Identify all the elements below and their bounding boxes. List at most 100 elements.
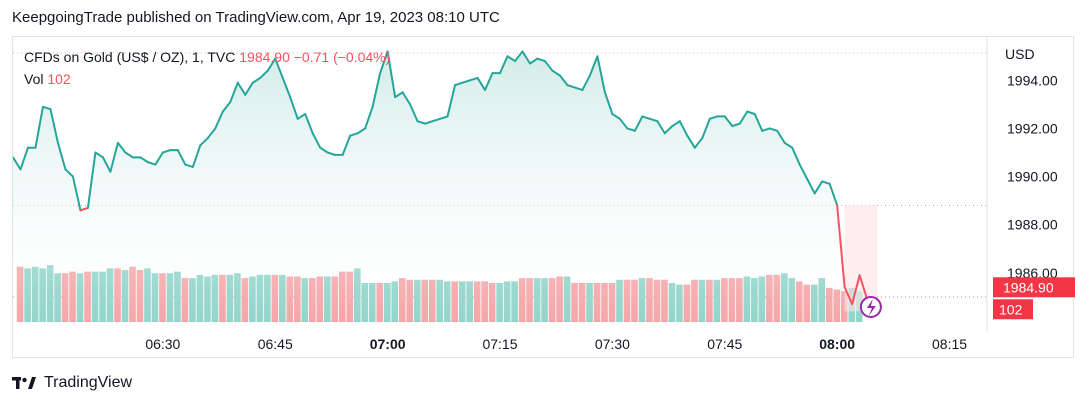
volume-badge: [993, 299, 1033, 320]
price-line-segment: [191, 144, 202, 168]
publisher-line: KeepgoingTrade published on TradingView.…: [12, 9, 500, 26]
legend-volume-row: Vol 102: [24, 71, 71, 87]
price-line-segment: [139, 156, 149, 164]
price-line-segment: [394, 91, 404, 99]
price-line-segment: [761, 127, 771, 132]
price-line-segment: [746, 110, 756, 116]
price-line-segment: [678, 120, 689, 137]
legend-change: −0.71 (−0.04%): [293, 49, 391, 65]
price-line-segment: [184, 163, 194, 168]
price-line-segment: [56, 141, 67, 171]
price-line-segment: [723, 115, 734, 128]
price-line-segment: [116, 141, 127, 154]
price-line-segment: [783, 141, 794, 149]
price-line-segment: [768, 127, 779, 132]
price-line-segment: [581, 74, 591, 91]
price-line-segment: [461, 79, 472, 84]
x-tick-label: 07:15: [482, 336, 517, 352]
volume-badge-text: 102: [999, 301, 1023, 317]
price-line-segment: [596, 55, 606, 94]
legend-vol-label[interactable]: Vol: [24, 71, 44, 87]
price-line-segment: [326, 151, 337, 156]
x-tick-label: 08:00: [819, 336, 855, 352]
price-line-segment: [641, 115, 651, 120]
price-line-segment: [686, 134, 696, 149]
x-tick-label: 06:30: [145, 336, 180, 352]
price-chart[interactable]: USD 1986.00 1988.00 1990.00 1992.00 1994.00 06…: [13, 37, 1075, 359]
price-line-segment: [409, 103, 419, 123]
price-line-segment: [49, 108, 59, 144]
legend-last-price: 1984.90: [239, 49, 290, 65]
price-line-segment: [206, 127, 217, 140]
price-line-segment: [439, 115, 449, 120]
price-line-segment: [79, 206, 89, 212]
price-line-segment: [618, 117, 629, 130]
price-line-segment: [566, 84, 576, 89]
price-line-segment: [251, 76, 262, 84]
price-line-segment: [499, 55, 509, 75]
price-line-segment: [806, 177, 816, 195]
price-line-segment: [633, 115, 644, 132]
price-line-segment: [356, 127, 367, 135]
price-line-segment: [71, 175, 82, 212]
price-line-segment: [154, 151, 164, 166]
price-line-segment: [851, 274, 861, 306]
footer-brand[interactable]: TradingView: [44, 374, 133, 391]
price-line-segment: [506, 55, 516, 63]
y-tick-label: 1992.00: [1007, 120, 1058, 136]
price-line-segment: [611, 113, 621, 120]
price-line-segment: [536, 57, 546, 63]
price-line-segment: [94, 151, 104, 159]
axis-unit-label: USD: [1005, 46, 1035, 62]
price-line-segment: [41, 105, 52, 111]
price-line-segment: [708, 115, 719, 120]
price-line-segment: [86, 151, 97, 209]
price-line-segment: [843, 286, 854, 306]
price-line-segment: [701, 117, 711, 140]
price-line-segment: [319, 146, 329, 154]
price-line-segment: [573, 86, 584, 91]
price-line-segment: [259, 69, 269, 79]
y-tick-label: 1986.00: [1007, 265, 1058, 281]
legend-symbol[interactable]: CFDs on Gold (US$ / OZ), 1, TVC: [24, 49, 236, 65]
price-line-segment: [469, 76, 479, 82]
price-line-segment: [281, 76, 292, 99]
lightning-bolt-icon: [866, 299, 876, 316]
price-line-segment: [484, 72, 494, 91]
last-price-badge-text: 1984.90: [1003, 279, 1054, 295]
tradingview-logo-icon[interactable]: [12, 375, 38, 391]
price-line-segment: [626, 127, 636, 132]
price-area: [13, 51, 868, 334]
price-line-segment: [558, 74, 569, 87]
price-line-segment: [603, 91, 614, 116]
price-line-segment: [648, 117, 659, 123]
x-tick-label: 07:00: [370, 336, 406, 352]
price-line-segment: [521, 50, 531, 65]
price-line-segment: [229, 81, 239, 103]
price-line-segment: [379, 50, 389, 75]
price-line-segment: [776, 129, 786, 144]
last-price-badge: [993, 277, 1075, 298]
price-line-segment: [341, 134, 352, 156]
price-line-segment: [221, 100, 232, 113]
price-line-segment: [146, 161, 157, 166]
price-line-segment: [543, 60, 554, 72]
price-line-segment: [124, 151, 134, 159]
y-tick-label: 1988.00: [1007, 217, 1058, 233]
price-line-segment: [798, 163, 809, 180]
price-line-segment: [446, 84, 457, 118]
x-tick-label: 06:45: [258, 336, 293, 352]
price-line-segment: [693, 137, 704, 149]
price-line-segment: [431, 117, 442, 123]
price-line-segment: [64, 168, 74, 178]
price-line-segment: [813, 180, 824, 195]
chart-frame: USD 1986.00 1988.00 1990.00 1992.00 1994.00 06…: [12, 36, 1075, 359]
price-line-segment: [528, 57, 539, 65]
x-tick-label: 07:30: [595, 336, 630, 352]
price-line-segment: [13, 156, 22, 171]
price-line-segment: [311, 132, 322, 149]
price-line-segment: [791, 146, 801, 166]
price-line-segment: [416, 120, 427, 125]
price-line-segment: [663, 125, 674, 135]
price-line-segment: [858, 274, 869, 301]
